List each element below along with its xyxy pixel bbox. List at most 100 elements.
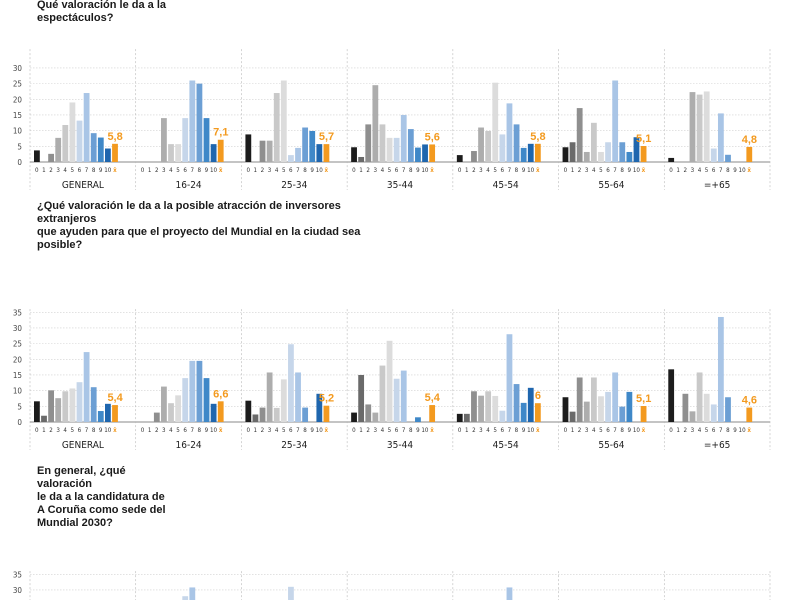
x-tick-label: 7 [508, 427, 512, 434]
x-tick-label: 6 [183, 167, 187, 174]
x-tick-label: 10 [316, 167, 324, 174]
bar-=+65-score-3 [689, 411, 696, 422]
average-label: 5,1 [636, 133, 651, 145]
bar-55-64-score-5 [598, 151, 604, 162]
group-label: 45-54 [493, 180, 519, 191]
x-tick-label: 10 [210, 167, 218, 174]
x-tick-label: 1 [676, 427, 680, 434]
x-tick-label: 4 [63, 427, 67, 434]
x-tick-label: 2 [366, 427, 370, 434]
x-tick-label: 9 [205, 167, 209, 174]
question-3-line-4: Mundial 2030? [37, 517, 113, 529]
group-label: =+65 [704, 440, 731, 451]
bar-45-54-score-2 [471, 391, 477, 422]
bar-16-24-score-7 [189, 587, 196, 600]
y-tick-label: 10 [13, 127, 23, 136]
average-bar [746, 146, 753, 162]
bar-55-64-score-7 [612, 372, 619, 422]
bar-25-34-score-10 [316, 393, 323, 422]
x-tick-label: 9 [310, 427, 314, 434]
x-tick-label: 0 [669, 427, 673, 434]
question-3-line-1: En general, ¿qué valoración [37, 465, 126, 490]
bar-GENERAL-score-9 [97, 411, 104, 422]
bar-16-24-score-6 [182, 596, 189, 600]
x-tick-label: 1 [571, 427, 575, 434]
average-bar [640, 406, 647, 422]
bar-GENERAL-score-4 [62, 391, 69, 422]
x-tick-label: x̄ [642, 166, 646, 174]
bar-16-24-score-8 [196, 360, 203, 422]
x-tick-label: 7 [190, 427, 194, 434]
bar-16-24-score-10 [210, 403, 217, 422]
x-tick-label: 1 [42, 427, 46, 434]
bar-25-34-score-6 [288, 155, 294, 162]
bar-25-34-score-8 [302, 407, 309, 422]
x-tick-label: x̄ [747, 426, 751, 434]
bar-55-64-score-1 [569, 142, 576, 162]
bar-55-64-score-2 [576, 108, 583, 162]
x-tick-label: 10 [633, 167, 641, 174]
bar-45-54-score-6 [499, 410, 506, 422]
x-tick-label: x̄ [747, 166, 751, 174]
group-label: 55-64 [598, 440, 624, 451]
bar-16-24-score-4 [168, 403, 174, 422]
bar-35-44-score-7 [400, 114, 407, 162]
bar-GENERAL-score-6 [76, 120, 83, 162]
x-tick-label: 1 [148, 427, 152, 434]
question-1-title: Qué valoración le da a la espectáculos? [34, 0, 190, 26]
bar-25-34-score-10 [316, 144, 323, 162]
x-tick-label: 7 [402, 427, 406, 434]
bar-35-44-score-9 [415, 147, 421, 162]
x-tick-label: 5 [493, 167, 497, 174]
bar-35-44-score-4 [379, 124, 386, 162]
x-tick-label: 4 [486, 167, 490, 174]
x-tick-label: 3 [268, 427, 272, 434]
bar-16-24-score-6 [182, 378, 189, 422]
x-tick-label: 2 [472, 427, 476, 434]
y-tick-label: 15 [13, 111, 22, 120]
group-label: 16-24 [176, 440, 202, 451]
average-label: 5,8 [530, 131, 545, 143]
x-tick-label: 3 [691, 427, 695, 434]
y-tick-label: 25 [13, 340, 22, 349]
x-tick-label: 4 [275, 427, 279, 434]
x-tick-label: 3 [585, 427, 589, 434]
x-tick-label: 5 [282, 427, 286, 434]
bar-16-24-score-4 [168, 144, 174, 162]
question-3-line-2: le da a la candidatura de [37, 491, 165, 503]
x-tick-label: 4 [592, 167, 596, 174]
x-tick-label: 9 [627, 167, 631, 174]
bar-=+65-score-7 [717, 113, 724, 162]
x-tick-label: 9 [416, 167, 420, 174]
bar-GENERAL-score-1 [41, 415, 47, 422]
x-tick-label: 9 [733, 427, 737, 434]
x-tick-label: 3 [479, 427, 483, 434]
bar-16-24-score-5 [175, 144, 182, 162]
bar-16-24-score-2 [153, 412, 160, 422]
average-label: 6 [535, 390, 541, 402]
x-tick-label: 2 [155, 427, 159, 434]
x-tick-label: 9 [310, 167, 314, 174]
x-tick-label: 0 [141, 167, 145, 174]
bar-55-64-score-2 [576, 377, 583, 422]
x-tick-label: 0 [35, 167, 39, 174]
bar-45-54-score-0 [456, 155, 463, 162]
x-tick-label: 9 [99, 167, 103, 174]
bar-GENERAL-score-3 [55, 137, 62, 162]
x-tick-label: 9 [99, 427, 103, 434]
bar-16-24-score-7 [189, 360, 196, 422]
bar-45-54-score-3 [478, 127, 484, 162]
y-tick-label: 0 [17, 158, 22, 167]
question-3-line-3: A Coruña como sede del [37, 504, 166, 516]
x-tick-label: 4 [275, 167, 279, 174]
bar-25-34-score-5 [280, 80, 287, 162]
x-tick-label: 8 [409, 427, 413, 434]
average-bar [323, 144, 330, 162]
x-tick-label: 2 [366, 167, 370, 174]
bar-25-34-score-4 [273, 407, 280, 422]
average-bar [640, 146, 647, 162]
y-tick-label: 25 [13, 80, 22, 89]
bar-GENERAL-score-0 [34, 401, 40, 422]
bar-45-54-score-1 [463, 413, 470, 422]
